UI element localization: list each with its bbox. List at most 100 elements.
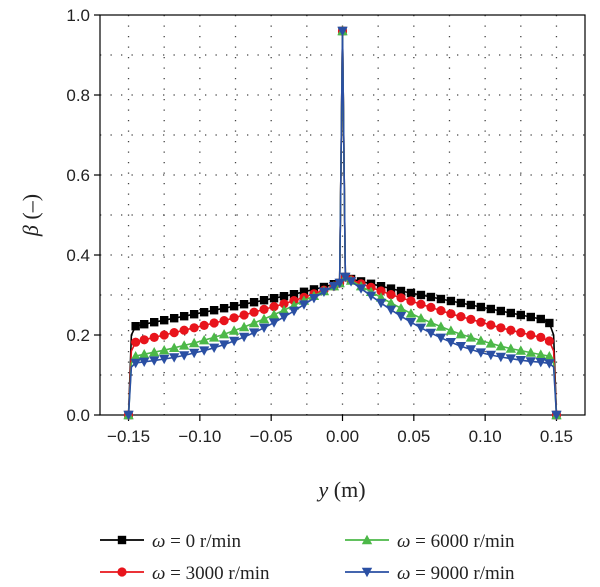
data-point [198, 346, 210, 356]
legend-marker [361, 567, 373, 578]
data-point [139, 335, 149, 345]
data-point [208, 343, 220, 353]
data-point [139, 349, 150, 359]
x-tick-label: 0.05 [397, 427, 430, 446]
data-point [475, 348, 487, 358]
data-point [219, 304, 229, 313]
data-point [149, 347, 160, 357]
data-point [258, 323, 270, 333]
data-point [456, 312, 466, 322]
data-point [159, 316, 169, 325]
data-point [386, 290, 396, 300]
data-point [249, 307, 259, 317]
data-point [465, 345, 477, 355]
data-point [168, 342, 180, 352]
data-point [169, 328, 179, 338]
data-point [328, 282, 340, 292]
data-point [318, 287, 330, 297]
data-point [199, 320, 209, 330]
y-tick-label: 0.8 [66, 86, 90, 105]
data-point [268, 318, 280, 328]
data-point [536, 314, 545, 324]
data-point [209, 318, 219, 328]
data-point [486, 320, 496, 330]
y-axis-title: β (–) [18, 194, 43, 237]
data-point [496, 306, 506, 316]
data-point [425, 317, 437, 327]
data-point [168, 353, 180, 363]
series-lines [123, 25, 562, 421]
data-point [436, 294, 446, 304]
data-point [298, 300, 310, 310]
x-tick-label: −0.15 [107, 427, 150, 446]
data-point [158, 354, 170, 365]
data-point [455, 342, 467, 352]
data-point [551, 410, 562, 421]
data-point [337, 26, 348, 37]
legend-item: ω = 3000 r/min [100, 563, 270, 584]
data-point [386, 284, 396, 293]
data-point [123, 410, 134, 421]
data-point [149, 332, 159, 342]
data-point [149, 356, 160, 366]
data-point [415, 313, 427, 323]
data-point [505, 343, 517, 353]
y-tick-label: 0.2 [66, 326, 90, 345]
data-point [208, 332, 220, 342]
data-point [436, 306, 446, 316]
data-point [446, 296, 456, 306]
x-tick-label: −0.10 [178, 427, 221, 446]
data-point [445, 325, 457, 335]
data-point [416, 290, 426, 300]
data-point [445, 338, 457, 348]
legend-label: ω = 6000 r/min [397, 531, 515, 552]
data-point [150, 318, 159, 327]
data-point [406, 296, 416, 306]
y-tick-label: 1.0 [66, 6, 90, 25]
data-point [229, 302, 239, 311]
legend-item: ω = 9000 r/min [345, 563, 515, 584]
legend-marker [117, 535, 127, 545]
data-point [278, 305, 290, 315]
data-point [456, 298, 466, 308]
data-point [198, 335, 210, 345]
data-point [179, 325, 189, 335]
data-point [515, 345, 527, 355]
data-point [189, 323, 199, 333]
data-point [475, 335, 487, 345]
data-point [239, 310, 249, 320]
data-point [189, 310, 199, 319]
y-axis: 0.0 0.2 0.4 0.6 0.8 1.0 [66, 6, 100, 425]
data-point [365, 291, 377, 301]
data-point [396, 286, 406, 296]
data-point [426, 302, 436, 312]
legend-item: ω = 0 r/min [100, 531, 242, 552]
data-point [248, 328, 260, 338]
data-point [288, 306, 300, 317]
data-point [544, 359, 555, 369]
data-point [258, 313, 270, 324]
data-point [485, 350, 497, 361]
data-point [455, 329, 467, 339]
data-point [385, 297, 397, 308]
data-point [516, 328, 526, 338]
grid [100, 15, 585, 415]
y-tick-label: 0.4 [66, 246, 90, 265]
data-point [396, 293, 406, 303]
data-point [544, 336, 554, 346]
data-point [219, 316, 229, 326]
data-point [188, 337, 200, 348]
legend-label: ω = 3000 r/min [152, 563, 270, 584]
data-point [209, 306, 219, 315]
data-point [229, 313, 239, 323]
data-point [545, 318, 554, 328]
data-point [340, 272, 351, 283]
data-point [188, 348, 200, 359]
x-tick-label: 0.00 [326, 427, 359, 446]
data-point [395, 312, 407, 322]
data-point [526, 330, 536, 340]
data-point [140, 320, 149, 329]
legend-label: ω = 9000 r/min [397, 563, 515, 584]
data-point [535, 349, 546, 359]
